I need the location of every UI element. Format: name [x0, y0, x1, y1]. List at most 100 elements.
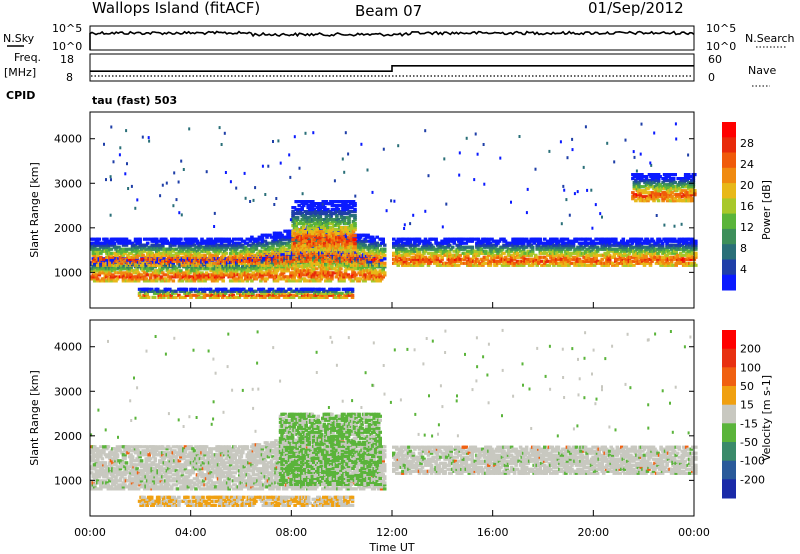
range-cell [230, 267, 234, 271]
range-cell [174, 267, 179, 271]
range-cell [228, 251, 233, 255]
range-cell [218, 249, 222, 253]
range-cell [170, 253, 174, 257]
range-cell [173, 275, 177, 279]
range-cell [251, 271, 256, 275]
range-cell [282, 293, 287, 297]
range-cell [129, 267, 133, 271]
range-cell [339, 271, 343, 275]
range-cell [271, 251, 275, 255]
range-cell [275, 279, 280, 283]
range-cell [271, 275, 275, 279]
range-cell [91, 241, 96, 245]
range-cell [136, 271, 141, 275]
range-cell [185, 253, 189, 257]
range-cell [210, 275, 215, 279]
range-cell [123, 251, 127, 255]
range-cell [263, 291, 267, 295]
range-cell [307, 240, 312, 244]
range-cell [271, 241, 275, 245]
range-cell [192, 243, 197, 247]
range-cell [321, 222, 326, 226]
range-cell [144, 271, 148, 275]
range-cell [184, 287, 189, 291]
range-cell [316, 225, 321, 229]
range-cell [206, 249, 210, 253]
range-cell [124, 247, 129, 251]
range-cell [341, 295, 346, 299]
range-cell [213, 293, 217, 297]
range-cell [288, 293, 293, 297]
range-cell [233, 253, 237, 257]
range-cell [215, 239, 219, 243]
range-cell [295, 236, 300, 240]
range-cell [115, 253, 120, 257]
range-cell [269, 235, 274, 239]
range-cell [321, 232, 326, 236]
nave-label: Nave [748, 64, 776, 77]
range-cell [194, 267, 198, 271]
range-cell [165, 273, 170, 277]
range-cell [169, 289, 174, 293]
range-cell [231, 237, 236, 241]
range-cell [363, 237, 367, 241]
range-cell [188, 245, 192, 249]
range-cell [153, 273, 157, 277]
range-cell [170, 269, 174, 273]
range-cell [97, 269, 102, 273]
range-cell [297, 242, 301, 246]
range-cell [93, 245, 97, 249]
range-cell [248, 259, 253, 263]
range-cell [360, 267, 364, 271]
range-cell [121, 253, 126, 257]
range-cell [256, 251, 260, 255]
range-cell [302, 277, 307, 281]
range-cell [141, 247, 145, 251]
range-cell [194, 237, 198, 241]
range-cell [307, 275, 311, 279]
range-cell [156, 273, 160, 277]
range-cell [144, 279, 148, 283]
range-cell [353, 238, 357, 242]
range-cell [286, 247, 290, 251]
range-cell [280, 243, 284, 247]
range-cell [289, 231, 293, 235]
range-cell [165, 267, 170, 271]
range-cell [182, 275, 186, 279]
range-cell [350, 289, 355, 293]
range-cell [312, 269, 316, 273]
range-cell [300, 200, 304, 204]
range-cell [266, 273, 271, 277]
range-cell [162, 291, 166, 295]
range-cell [274, 233, 278, 237]
range-cell [118, 269, 123, 273]
range-cell [343, 269, 348, 273]
range-cell [189, 243, 194, 247]
range-cell [291, 295, 296, 299]
range-cell [132, 269, 136, 273]
range-cell [200, 271, 204, 275]
range-cell [330, 277, 334, 281]
nsearch-tick-top: 10^5 [706, 22, 736, 35]
range-cell [177, 239, 182, 243]
range-cell [194, 245, 198, 249]
range-cell [303, 246, 307, 250]
range-cell [231, 275, 236, 279]
range-cell [161, 245, 165, 249]
range-cell [209, 237, 213, 241]
range-cell [170, 239, 174, 243]
range-cell [105, 241, 109, 245]
range-cell [168, 245, 173, 249]
range-cell [354, 273, 358, 277]
range-cell [208, 289, 213, 293]
range-cell [97, 273, 102, 277]
range-cell [185, 279, 189, 283]
range-cell [251, 267, 256, 271]
range-cell [308, 289, 312, 293]
range-cell [188, 271, 192, 275]
range-cell [138, 237, 142, 241]
range-cell [129, 251, 133, 255]
range-cell [105, 275, 109, 279]
range-cell [346, 291, 350, 295]
range-cell [357, 239, 361, 243]
